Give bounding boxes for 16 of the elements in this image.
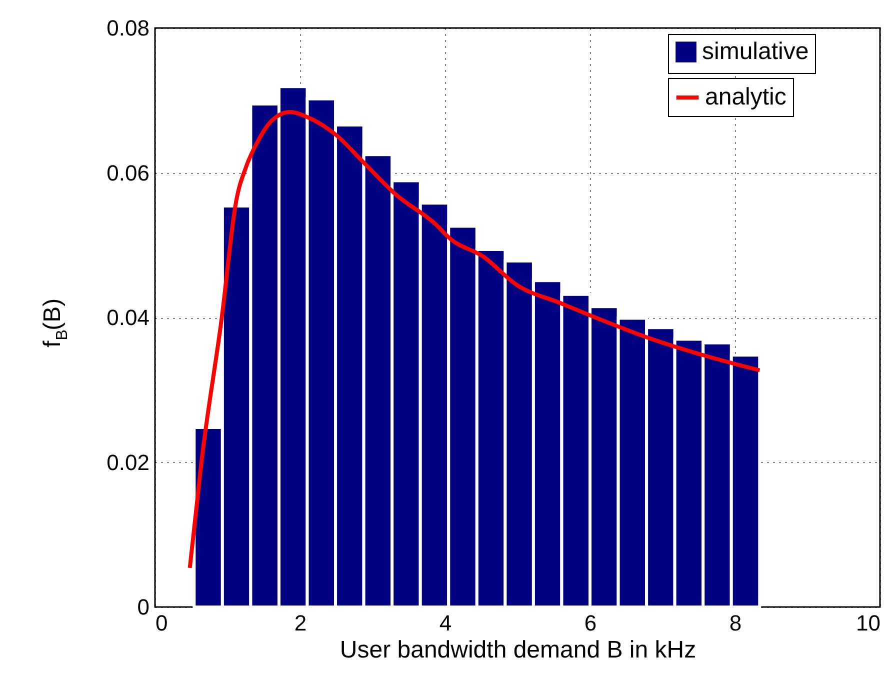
legend-label: analytic [705, 84, 786, 110]
y-tick-label: 0.04 [106, 305, 150, 330]
x-axis-title: User bandwidth demand B in kHz [340, 636, 696, 664]
x-tick-label: 4 [439, 610, 452, 636]
x-tick-label: 0 [156, 610, 168, 636]
x-tick-label: 2 [294, 610, 307, 636]
y-tick-label: 0 [137, 594, 150, 620]
y-tick-label: 0.02 [106, 450, 150, 475]
legend-label: simulative [702, 38, 809, 65]
y-axis-title: fB(B) [39, 298, 71, 348]
x-tick-label: 10 [856, 610, 880, 636]
y-tick-label: 0.06 [106, 160, 150, 186]
line-series [188, 110, 762, 570]
x-tick-label: 8 [729, 610, 742, 636]
y-tick-label: 0.08 [106, 16, 150, 40]
x-tick-label: 6 [584, 610, 597, 636]
